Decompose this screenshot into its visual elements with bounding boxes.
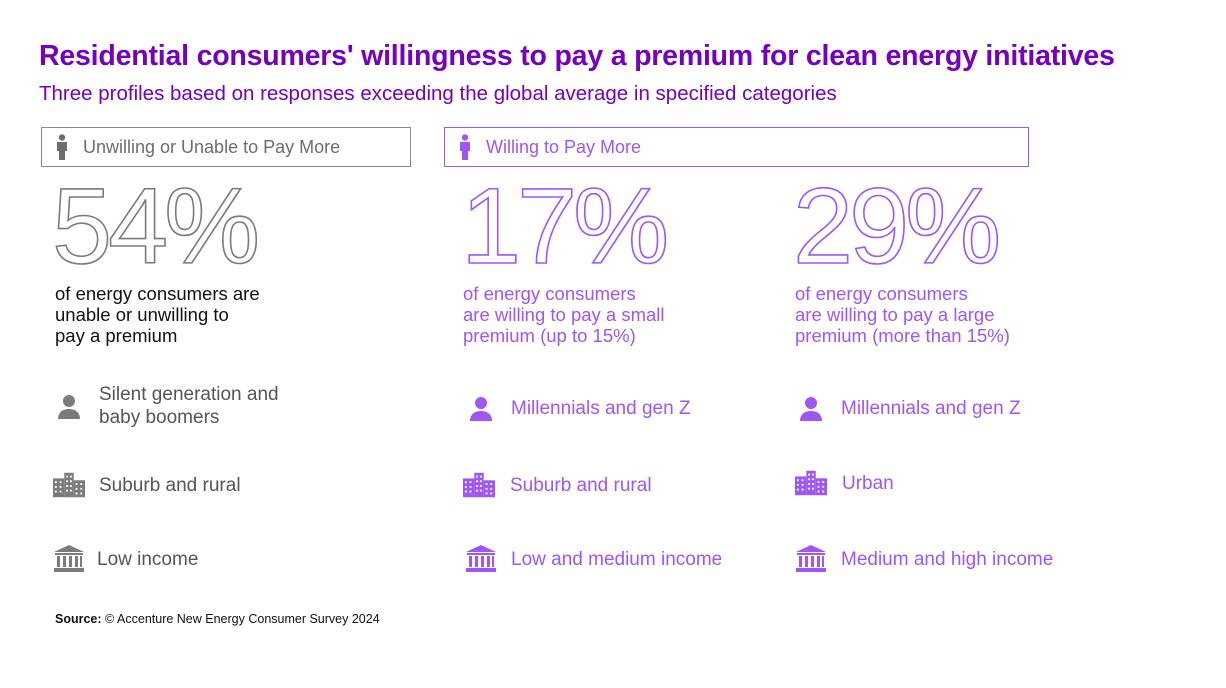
attribute-text: Urban [842, 472, 894, 494]
source-label: Source: [55, 612, 102, 626]
attribute-text: Medium and high income [841, 548, 1054, 570]
bank-icon [465, 544, 497, 574]
percent-large-premium: 29% [792, 165, 1002, 286]
description-line: premium (more than 15%) [795, 325, 1010, 346]
attribute-text: Millennials and gen Z [511, 397, 691, 419]
attribute-generation-small-premium: Millennials and gen Z [465, 393, 691, 423]
percent-unwilling: 54% [51, 165, 261, 286]
description-line: pay a premium [55, 325, 178, 346]
buildings-icon [795, 468, 827, 498]
buildings-icon [463, 470, 495, 500]
description-unwilling: of energy consumers are unable or unwill… [55, 283, 260, 346]
bank-icon [53, 544, 85, 574]
description-line: are willing to pay a large [795, 304, 995, 325]
attribute-text: Low income [97, 548, 199, 570]
source-text: © Accenture New Energy Consumer Survey 2… [105, 612, 380, 626]
attribute-text: Low and medium income [511, 548, 723, 570]
percent-small-premium: 17% [460, 165, 670, 286]
group-box-unwilling: Unwilling or Unable to Pay More [41, 127, 411, 167]
person-bust-icon [53, 391, 85, 421]
person-bust-icon [795, 393, 827, 423]
attribute-location-small-premium: Suburb and rural [463, 470, 652, 500]
description-line: premium (up to 15%) [463, 325, 636, 346]
group-label-unwilling: Unwilling or Unable to Pay More [83, 136, 341, 157]
description-large-premium: of energy consumers are willing to pay a… [795, 283, 1010, 346]
description-line: of energy consumers [795, 283, 968, 304]
attribute-text: Suburb and rural [510, 474, 652, 496]
group-label-willing: Willing to Pay More [486, 136, 642, 157]
description-small-premium: of energy consumers are willing to pay a… [463, 283, 665, 346]
attribute-generation-unwilling: Silent generation and baby boomers [53, 383, 279, 429]
group-box-willing: Willing to Pay More [444, 127, 1029, 167]
source-note: Source: © Accenture New Energy Consumer … [55, 612, 380, 626]
attribute-generation-large-premium: Millennials and gen Z [795, 393, 1021, 423]
buildings-icon [53, 470, 85, 500]
attribute-text: Suburb and rural [99, 474, 241, 496]
bank-icon [795, 544, 827, 574]
description-line: unable or unwilling to [55, 304, 229, 325]
description-line: of energy consumers [463, 283, 636, 304]
description-line: of energy consumers are [55, 283, 260, 304]
attribute-text: Silent generation and baby boomers [99, 384, 279, 428]
attribute-location-large-premium: Urban [795, 468, 894, 498]
attribute-text: Millennials and gen Z [841, 397, 1021, 419]
person-standing-icon [55, 132, 69, 162]
attribute-income-large-premium: Medium and high income [795, 544, 1053, 574]
person-bust-icon [465, 393, 497, 423]
attribute-location-unwilling: Suburb and rural [53, 470, 241, 500]
attribute-income-small-premium: Low and medium income [465, 544, 722, 574]
person-standing-icon [458, 132, 472, 162]
page-title: Residential consumers' willingness to pa… [39, 40, 1115, 72]
description-line: are willing to pay a small [463, 304, 665, 325]
page-subtitle: Three profiles based on responses exceed… [39, 82, 837, 105]
attribute-income-unwilling: Low income [53, 544, 198, 574]
